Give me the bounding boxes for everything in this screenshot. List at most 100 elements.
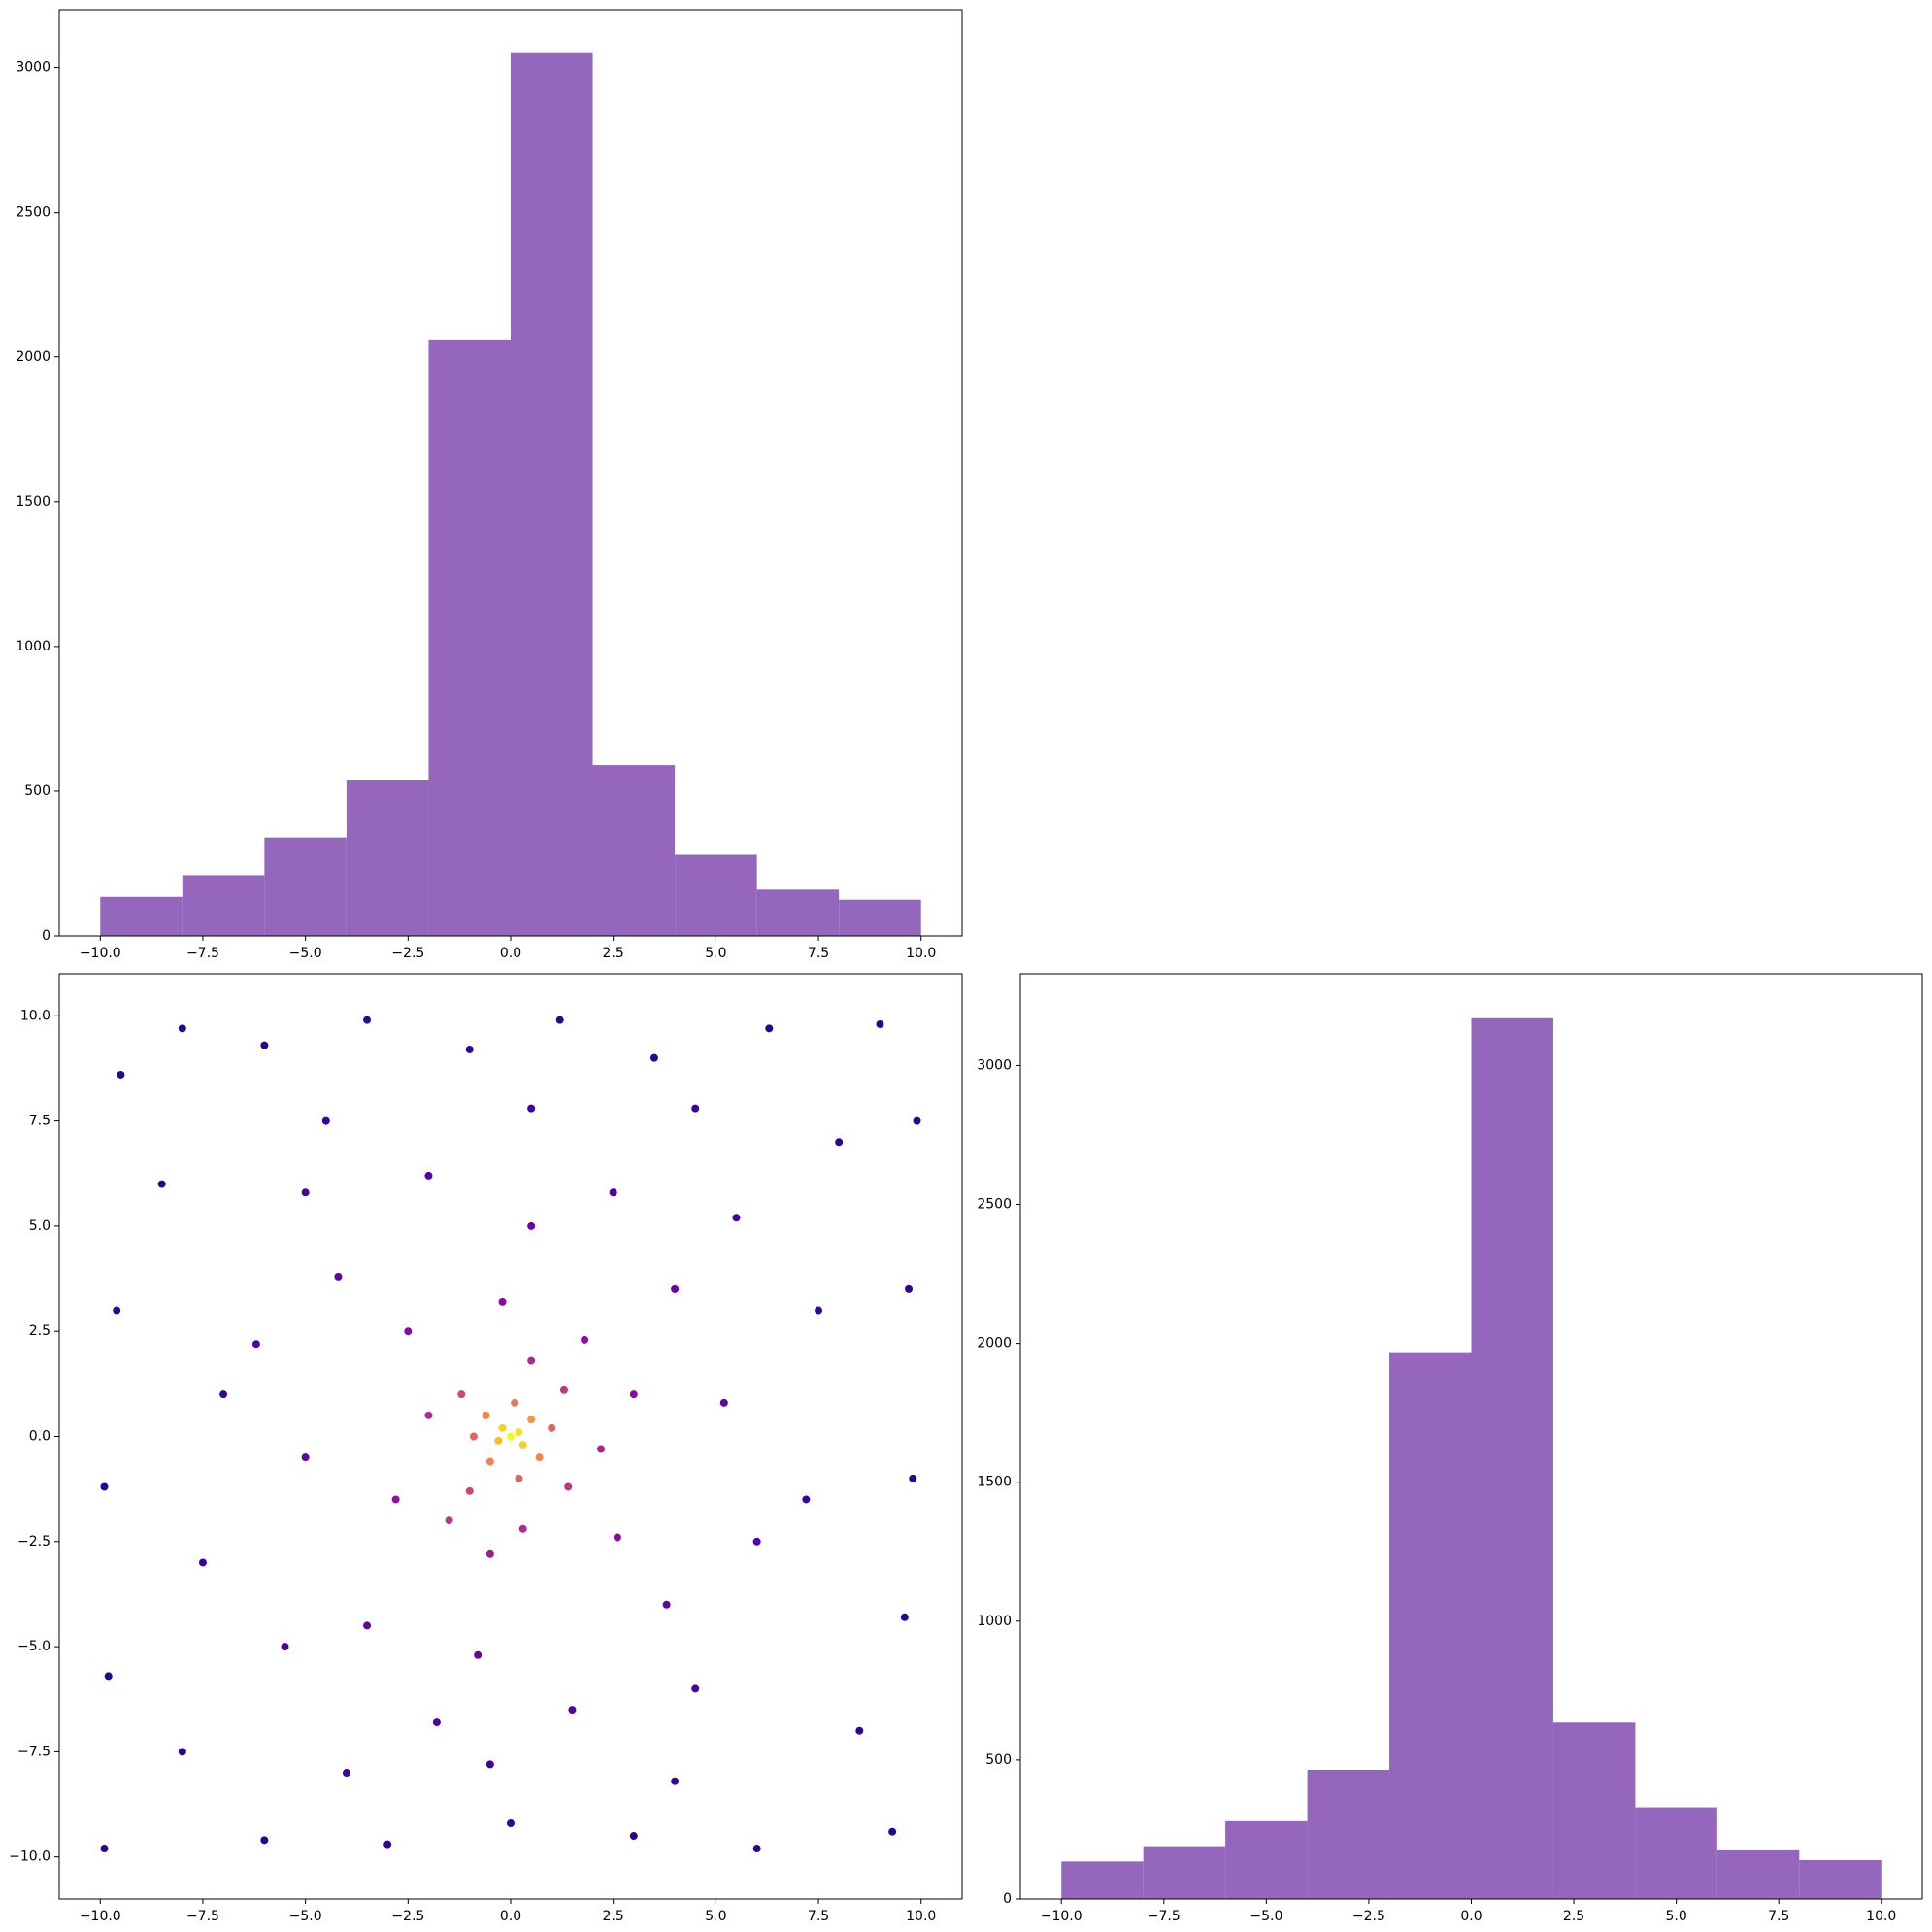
bar xyxy=(346,780,429,936)
x-tick-label: −2.5 xyxy=(1352,1909,1385,1924)
bar xyxy=(592,765,676,936)
point xyxy=(913,1116,921,1125)
point xyxy=(752,1537,761,1546)
x-tick-label: −5.0 xyxy=(1249,1909,1282,1924)
x-tick-label: 2.5 xyxy=(603,946,624,961)
point xyxy=(900,1613,909,1621)
point xyxy=(117,1070,125,1079)
x-tick-label: −2.5 xyxy=(391,946,424,961)
point xyxy=(613,1533,621,1542)
point xyxy=(581,1335,589,1344)
point xyxy=(321,1116,330,1125)
axes: −10.0 −7.5 −5.0 −2.5 0.0 2.5 5.0 7.5 10.0 0 500 100… xyxy=(977,973,1923,1924)
point xyxy=(535,1453,544,1462)
y-tick-label: 2.5 xyxy=(29,1323,50,1339)
point xyxy=(474,1650,483,1659)
x-tick-label: −5.0 xyxy=(289,946,322,961)
point xyxy=(835,1138,844,1147)
y-tick-label: −7.5 xyxy=(17,1744,50,1759)
point xyxy=(732,1214,741,1222)
point xyxy=(363,1016,372,1024)
bar xyxy=(182,875,265,936)
point xyxy=(855,1726,864,1735)
point xyxy=(511,1398,519,1407)
y-tick-label: 2000 xyxy=(16,350,50,365)
point xyxy=(334,1272,343,1281)
point xyxy=(485,1549,494,1558)
y-tick-label: −5.0 xyxy=(17,1639,50,1654)
point xyxy=(251,1340,260,1349)
point xyxy=(383,1840,392,1849)
point xyxy=(527,1356,536,1365)
y-tick-label: 1500 xyxy=(16,494,50,510)
x-tick-label: 5.0 xyxy=(705,946,726,961)
point xyxy=(650,1053,658,1062)
point xyxy=(802,1495,811,1504)
x-tick-label: 2.5 xyxy=(603,1909,624,1924)
x-tick-label: 10.0 xyxy=(906,1909,936,1924)
point xyxy=(555,1016,564,1024)
y-tick-label: 0.0 xyxy=(29,1429,50,1445)
x-tick-label: −10.0 xyxy=(80,1909,121,1924)
bar xyxy=(1307,1769,1390,1899)
point xyxy=(507,1819,515,1828)
point xyxy=(559,1385,568,1394)
bar xyxy=(1143,1846,1226,1899)
y-tick-label: 2500 xyxy=(16,205,50,220)
point xyxy=(597,1445,605,1453)
x-tick-label: −7.5 xyxy=(186,1909,219,1924)
y-tick-label: 2500 xyxy=(977,1197,1012,1213)
point xyxy=(691,1684,700,1693)
point xyxy=(564,1482,573,1491)
point xyxy=(507,1432,515,1441)
y-tick-label: 5.0 xyxy=(29,1218,50,1234)
axes: −10.0 −7.5 −5.0 −2.5 0.0 2.5 5.0 7.5 10.0 −10.0 −7… xyxy=(9,973,963,1924)
bar xyxy=(1225,1820,1308,1899)
x-tick-label: 10.0 xyxy=(1866,1909,1896,1924)
x-tick-label: 7.5 xyxy=(808,946,829,961)
point xyxy=(301,1188,310,1197)
x-tick-label: 2.5 xyxy=(1563,1909,1584,1924)
bar xyxy=(264,837,347,936)
x-tick-label: −7.5 xyxy=(1148,1909,1181,1924)
x-tick-label: −10.0 xyxy=(80,946,121,961)
point xyxy=(485,1760,494,1769)
point xyxy=(363,1621,372,1630)
x-tick-label: 0.0 xyxy=(1460,1909,1482,1924)
y-tick-label: −2.5 xyxy=(17,1534,50,1549)
point xyxy=(342,1769,350,1778)
bar xyxy=(1716,1849,1800,1899)
point xyxy=(482,1411,490,1419)
bar xyxy=(1471,1017,1553,1899)
point xyxy=(752,1845,761,1853)
point xyxy=(178,1748,186,1756)
bar xyxy=(1799,1859,1882,1899)
bar xyxy=(511,52,593,936)
axes: −10.0 −7.5 −5.0 −2.5 0.0 2.5 5.0 7.5 10.0 0 500 100… xyxy=(16,9,963,961)
y-tick-label: 0 xyxy=(1003,1891,1012,1907)
point xyxy=(498,1423,507,1432)
point xyxy=(719,1398,728,1407)
y-tick-label: 7.5 xyxy=(29,1114,50,1129)
bar xyxy=(1635,1807,1717,1899)
x-tick-label: 7.5 xyxy=(1768,1909,1789,1924)
point xyxy=(671,1284,680,1293)
point xyxy=(629,1390,638,1399)
y-tick-label: −10.0 xyxy=(9,1849,50,1865)
point xyxy=(765,1024,774,1033)
point xyxy=(281,1643,289,1651)
point xyxy=(494,1436,503,1445)
bar xyxy=(428,339,511,936)
point xyxy=(888,1827,897,1836)
point xyxy=(469,1432,478,1441)
y-tick-label: 10.0 xyxy=(20,1008,50,1023)
point xyxy=(404,1327,413,1336)
x-tick-label: −5.0 xyxy=(289,1909,322,1924)
point xyxy=(219,1390,228,1399)
point xyxy=(609,1188,617,1197)
x-tick-label: −10.0 xyxy=(1041,1909,1083,1924)
y-tick-label: 1000 xyxy=(977,1614,1012,1629)
point xyxy=(445,1516,453,1525)
x-tick-label: 5.0 xyxy=(705,1909,726,1924)
